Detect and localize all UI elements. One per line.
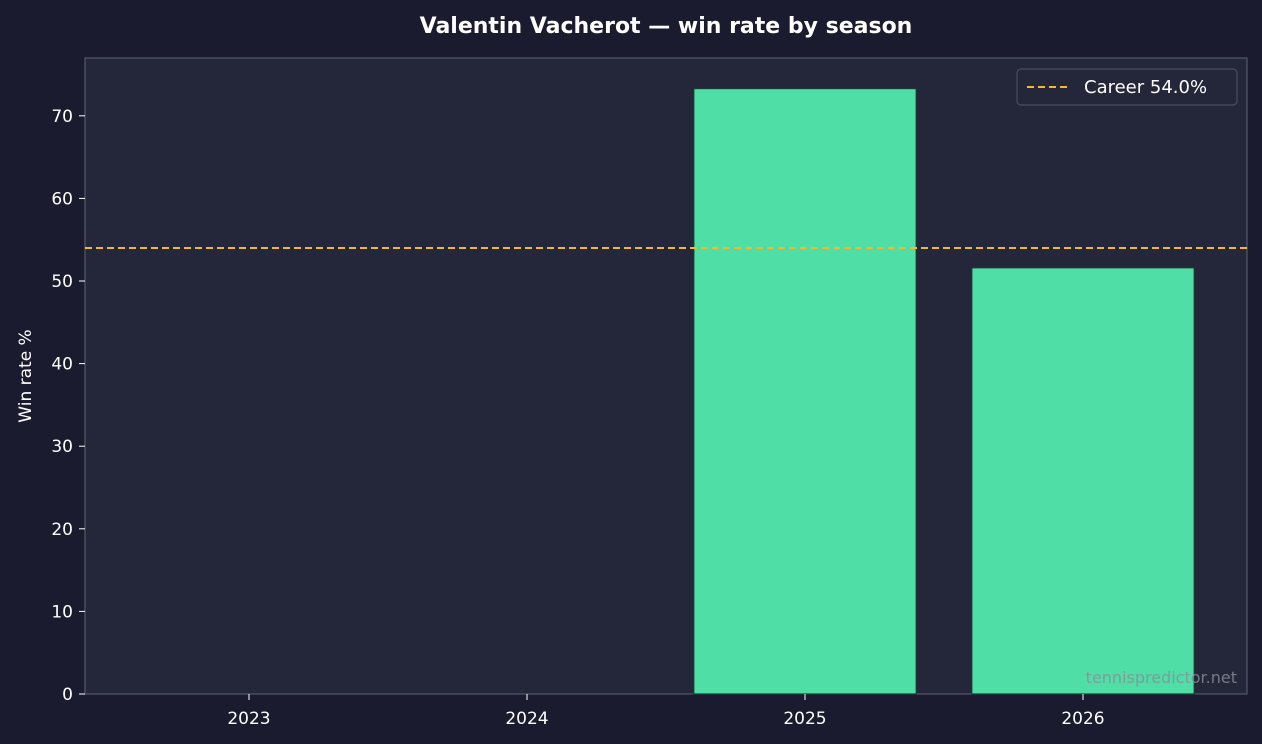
chart-title: Valentin Vacherot — win rate by season <box>420 14 913 39</box>
x-axis: 2023 2024 2025 2026 <box>227 694 1105 729</box>
watermark: tennispredictor.net <box>1086 668 1237 687</box>
y-tick-label: 60 <box>51 189 73 209</box>
legend-label-career: Career 54.0% <box>1084 77 1207 98</box>
y-tick-label: 30 <box>51 437 73 457</box>
y-axis-label: Win rate % <box>16 329 36 422</box>
y-tick-label: 10 <box>51 602 73 622</box>
x-tick-label-2024: 2024 <box>505 709 548 729</box>
legend: Career 54.0% <box>1016 68 1238 106</box>
x-tick-label-2023: 2023 <box>227 709 270 729</box>
bars-group <box>693 87 1195 695</box>
x-tick-label-2026: 2026 <box>1061 709 1104 729</box>
x-tick-label-2025: 2025 <box>783 709 826 729</box>
y-tick-label: 70 <box>51 107 73 127</box>
y-tick-label: 40 <box>51 355 73 375</box>
y-tick-label: 0 <box>62 685 73 705</box>
y-axis: 0 10 20 30 40 50 60 70 <box>51 107 85 705</box>
y-tick-label: 50 <box>51 272 73 292</box>
y-tick-label: 20 <box>51 520 73 540</box>
bar-2025 <box>693 87 917 695</box>
bar-2026 <box>971 267 1195 695</box>
legend-box <box>1016 68 1238 106</box>
